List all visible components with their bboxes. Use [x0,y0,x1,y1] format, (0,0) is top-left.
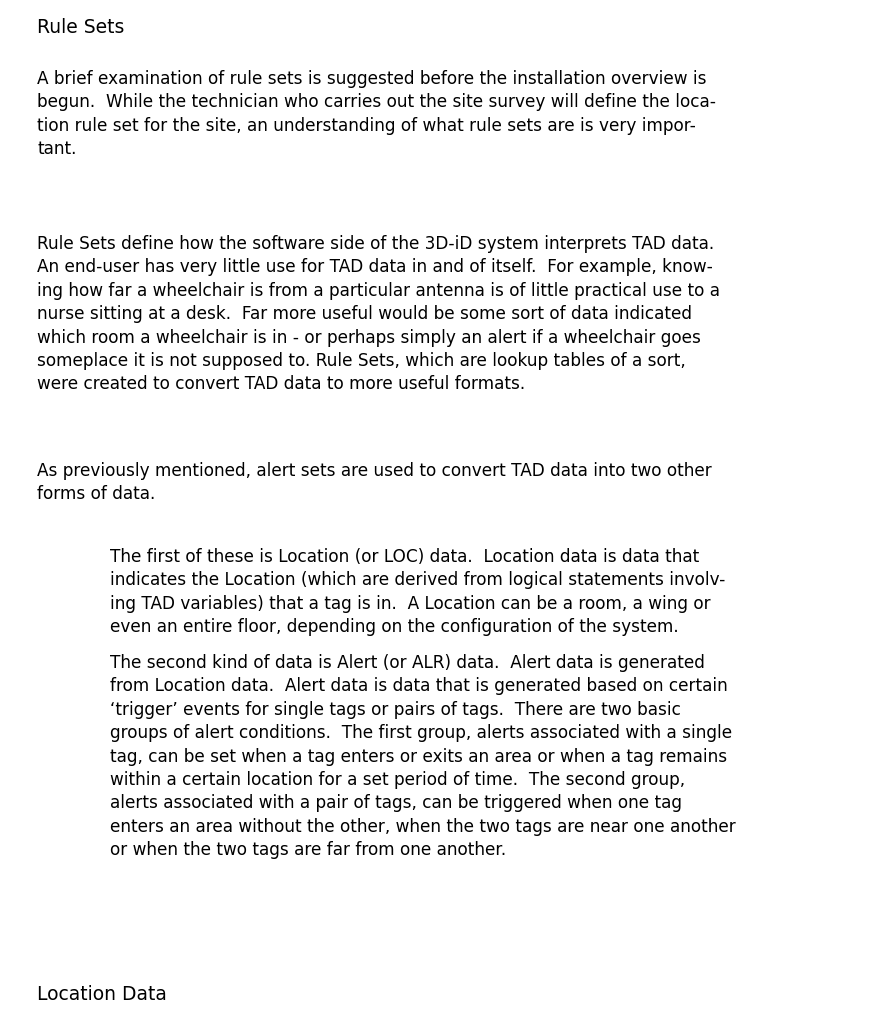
Text: The second kind of data is Alert (or ALR) data.  Alert data is generated: The second kind of data is Alert (or ALR… [110,654,704,672]
Text: Rule Sets: Rule Sets [37,18,124,37]
Text: from Location data.  Alert data is data that is generated based on certain: from Location data. Alert data is data t… [110,678,728,695]
Text: Rule Sets define how the software side of the 3D-iD system interprets TAD data.: Rule Sets define how the software side o… [37,235,714,253]
Text: or when the two tags are far from one another.: or when the two tags are far from one an… [110,841,506,859]
Text: groups of alert conditions.  The first group, alerts associated with a single: groups of alert conditions. The first gr… [110,725,732,742]
Text: ing how far a wheelchair is from a particular antenna is of little practical use: ing how far a wheelchair is from a parti… [37,282,720,300]
Text: within a certain location for a set period of time.  The second group,: within a certain location for a set peri… [110,771,685,789]
Text: The first of these is Location (or LOC) data.  Location data is data that: The first of these is Location (or LOC) … [110,548,699,566]
Text: ing TAD variables) that a tag is in.  A Location can be a room, a wing or: ing TAD variables) that a tag is in. A L… [110,595,711,612]
Text: begun.  While the technician who carries out the site survey will define the loc: begun. While the technician who carries … [37,94,716,111]
Text: even an entire floor, depending on the configuration of the system.: even an entire floor, depending on the c… [110,619,679,636]
Text: tion rule set for the site, an understanding of what rule sets are is very impor: tion rule set for the site, an understan… [37,117,696,135]
Text: As previously mentioned, alert sets are used to convert TAD data into two other: As previously mentioned, alert sets are … [37,462,712,480]
Text: enters an area without the other, when the two tags are near one another: enters an area without the other, when t… [110,817,736,836]
Text: which room a wheelchair is in - or perhaps simply an alert if a wheelchair goes: which room a wheelchair is in - or perha… [37,328,701,346]
Text: ‘trigger’ events for single tags or pairs of tags.  There are two basic: ‘trigger’ events for single tags or pair… [110,701,681,718]
Text: A brief examination of rule sets is suggested before the installation overview i: A brief examination of rule sets is sugg… [37,70,706,88]
Text: tant.: tant. [37,141,77,158]
Text: forms of data.: forms of data. [37,485,156,503]
Text: alerts associated with a pair of tags, can be triggered when one tag: alerts associated with a pair of tags, c… [110,794,682,812]
Text: tag, can be set when a tag enters or exits an area or when a tag remains: tag, can be set when a tag enters or exi… [110,748,727,765]
Text: someplace it is not supposed to. Rule Sets, which are lookup tables of a sort,: someplace it is not supposed to. Rule Se… [37,352,686,370]
Text: were created to convert TAD data to more useful formats.: were created to convert TAD data to more… [37,375,526,393]
Text: indicates the Location (which are derived from logical statements involv-: indicates the Location (which are derive… [110,572,725,589]
Text: An end-user has very little use for TAD data in and of itself.  For example, kno: An end-user has very little use for TAD … [37,259,713,276]
Text: Location Data: Location Data [37,985,167,1004]
Text: nurse sitting at a desk.  Far more useful would be some sort of data indicated: nurse sitting at a desk. Far more useful… [37,305,692,323]
